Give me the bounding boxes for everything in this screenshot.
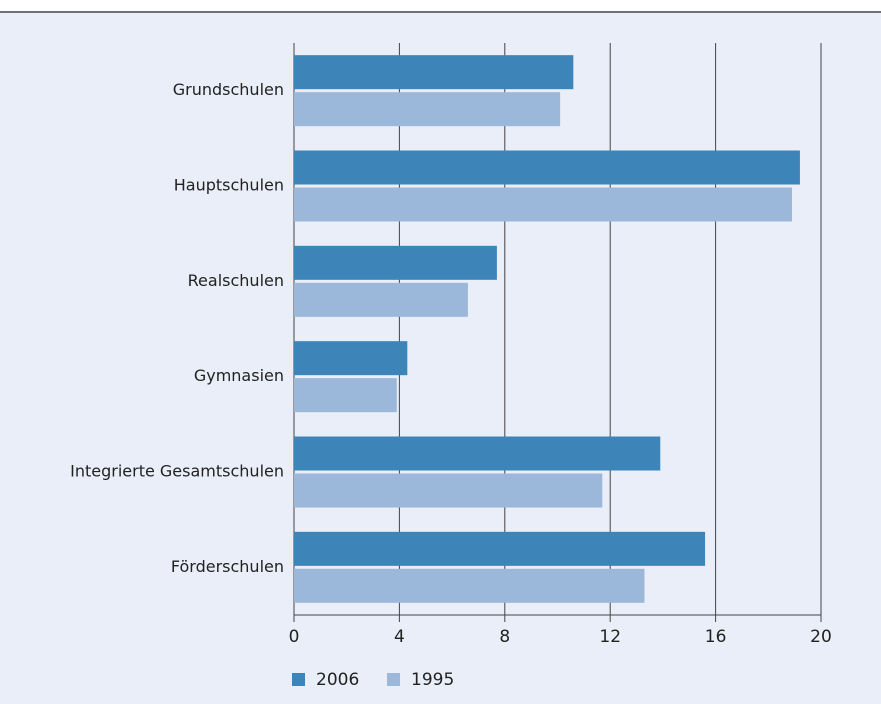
bar [294,245,497,280]
x-tick-label: 12 [599,627,621,647]
x-tick-label: 4 [394,627,405,647]
x-tick-label: 20 [810,627,832,647]
x-tick-label: 8 [499,627,510,647]
y-tick-label: Gymnasien [194,366,284,385]
bar [294,187,793,222]
bar [294,436,661,471]
bar [294,92,561,127]
legend-label: 1995 [411,670,454,690]
y-tick-label: Hauptschulen [174,176,284,195]
legend-swatch [292,673,305,686]
bar [294,473,603,508]
bar [294,55,574,90]
bar [294,531,706,566]
x-tick-label: 16 [705,627,727,647]
y-tick-label: Förderschulen [171,557,284,576]
bar [294,341,408,376]
y-tick-label: Grundschulen [173,80,284,99]
y-tick-label: Integrierte Gesamtschulen [70,462,284,481]
y-tick-label: Realschulen [188,271,284,290]
x-tick-label: 0 [289,627,300,647]
bar [294,568,645,603]
bar [294,378,397,413]
bar [294,150,800,185]
bar [294,282,468,317]
legend-swatch [387,673,400,686]
legend-label: 2006 [316,670,359,690]
